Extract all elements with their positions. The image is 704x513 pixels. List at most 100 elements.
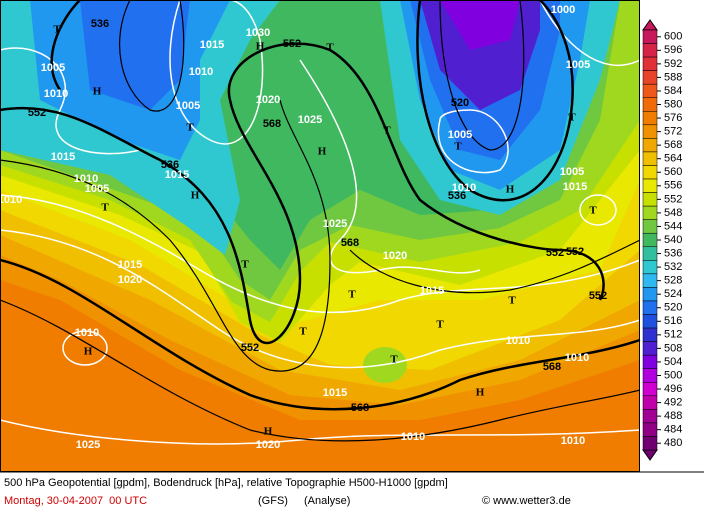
band (80, 0, 190, 110)
colorbar-swatch (642, 97, 658, 112)
map-label: 552 (546, 247, 564, 259)
colorbar-label: 484 (664, 424, 682, 436)
map-label: 1010 (44, 88, 68, 100)
map-label: 1020 (256, 439, 280, 451)
map-label: 1020 (256, 94, 280, 106)
colorbar-label: 552 (664, 193, 682, 205)
map-label: 1015 (165, 169, 189, 181)
map-label: 520 (451, 97, 469, 109)
map-label: T (436, 319, 444, 331)
map-label: T (508, 295, 516, 307)
colorbar-swatch (642, 368, 658, 383)
colorbar-swatch (642, 43, 658, 58)
map-label: 1010 (452, 182, 476, 194)
colorbar-swatch (642, 219, 658, 234)
map-label: 552 (589, 290, 607, 302)
map-label: T (53, 24, 61, 36)
map-label: 1005 (560, 166, 584, 178)
map-label: T (390, 354, 398, 366)
map-label: 1010 (561, 435, 585, 447)
colorbar-swatch (642, 436, 658, 451)
map-label: 1020 (383, 250, 407, 262)
map-label: 1025 (298, 114, 322, 126)
colorbar-swatch (642, 260, 658, 275)
colorbar-swatch (642, 29, 658, 44)
map-label: 1010 (565, 352, 589, 364)
map-label: 568 (543, 361, 561, 373)
colorbar-label: 544 (664, 220, 682, 232)
colorbar-swatch (642, 165, 658, 180)
map-label: 1005 (85, 183, 109, 195)
colorbar-label: 556 (664, 180, 682, 192)
map-label: T (299, 326, 307, 338)
footer-description: 500 hPa Geopotential [gpdm], Bodendruck … (4, 477, 448, 489)
map-label: 1015 (563, 181, 587, 193)
colorbar-swatch (642, 354, 658, 369)
map-label: H (256, 41, 265, 53)
colorbar-label: 572 (664, 126, 682, 138)
colorbar-label: 564 (664, 153, 682, 165)
map-label: T (568, 112, 576, 124)
footer-credit: © www.wetter3.de (482, 495, 571, 507)
colorbar-label: 568 (664, 139, 682, 151)
colorbar-swatch (642, 205, 658, 220)
map-label: T (348, 289, 356, 301)
colorbar-label: 480 (664, 437, 682, 449)
map-label: 552 (566, 246, 584, 258)
map-label: 1010 (506, 335, 530, 347)
map-label: 1000 (551, 4, 575, 16)
colorbar-swatch (642, 232, 658, 248)
map-label: T (241, 259, 249, 271)
map-label: 1015 (51, 151, 75, 163)
map-label: 1005 (566, 59, 590, 71)
colorbar-label: 528 (664, 275, 682, 287)
colorbar-swatch (642, 111, 658, 126)
map-label: T (326, 42, 334, 54)
map-label: H (191, 190, 200, 202)
colorbar-swatch (642, 341, 658, 356)
map-label: 1005 (176, 100, 200, 112)
colorbar-swatch (642, 83, 658, 98)
colorbar-swatch (642, 409, 658, 424)
map-label: 1015 (118, 259, 142, 271)
map-label: T (186, 122, 194, 134)
footer-run: (Analyse) (304, 495, 350, 507)
map-label: 536 (161, 159, 179, 171)
footer-model: (GFS) (258, 495, 288, 507)
colorbar-swatch (642, 178, 658, 193)
colorbar-label: 512 (664, 329, 682, 341)
map-label: 1025 (76, 439, 100, 451)
colorbar-swatch (642, 314, 658, 329)
colorbar-label: 492 (664, 396, 682, 408)
colorbar-swatch (642, 422, 658, 437)
map-label: 1025 (323, 218, 347, 230)
contours (0, 0, 641, 442)
colorbar-label: 488 (664, 410, 682, 422)
map-label: H (93, 86, 102, 98)
map-label: 568 (263, 118, 281, 130)
colorbar-swatch (642, 56, 658, 71)
map-label: 568 (351, 402, 369, 414)
colorbar-swatch (642, 192, 658, 207)
colorbar-swatch (642, 138, 658, 153)
footer-date: Montag, 30-04-2007 00 UTC (4, 495, 147, 507)
map-label: 1010 (0, 194, 22, 206)
map-label: T (589, 205, 597, 217)
map-label: 536 (91, 18, 109, 30)
colorbar-label: 496 (664, 383, 682, 395)
map-label: T (101, 202, 109, 214)
map-label: 1005 (448, 129, 472, 141)
map-label: 1030 (246, 27, 270, 39)
map-label: 552 (28, 107, 46, 119)
map-label: H (84, 346, 93, 358)
colorbar-label: 548 (664, 207, 682, 219)
colorbar-swatch (642, 395, 658, 410)
map-label: 1010 (75, 327, 99, 339)
colorbar-label: 600 (664, 31, 682, 43)
map-label: 552 (241, 342, 259, 354)
colorbar-label: 584 (664, 85, 682, 97)
map-label: T (383, 125, 391, 137)
